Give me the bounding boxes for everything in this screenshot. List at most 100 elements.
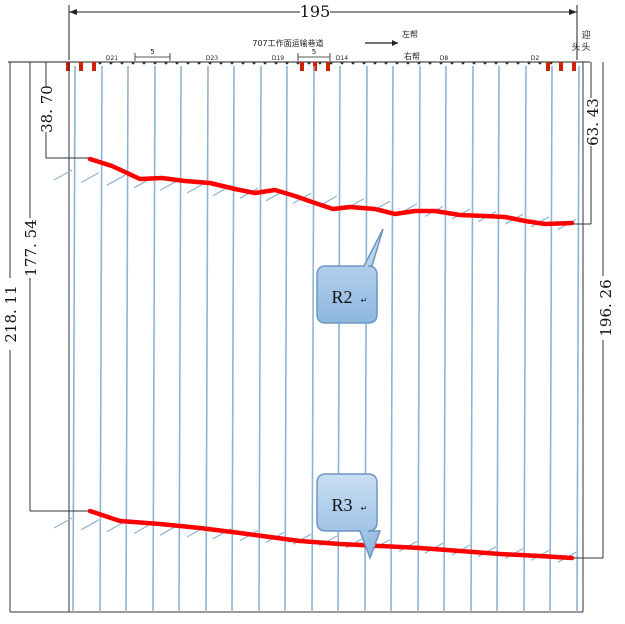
- header-dot: [549, 61, 553, 65]
- header-dot: [241, 61, 245, 65]
- end-label-3: 头: [581, 42, 590, 53]
- callout-r2-mark: ↵: [361, 296, 368, 305]
- dimension-r2-end-label: 63. 43: [584, 98, 602, 146]
- borehole: [53, 65, 76, 613]
- dimension-r3-end-label: 196. 26: [597, 279, 615, 336]
- borehole: [371, 65, 394, 613]
- dimension-r3-start-label: 177. 54: [22, 219, 40, 276]
- header-dot: [153, 61, 157, 65]
- spacing-mark: 5: [134, 48, 171, 61]
- dimension-outer-left: 218. 11: [2, 62, 69, 613]
- header-dot: [131, 61, 135, 65]
- spacing-label: 5: [312, 48, 316, 56]
- header-dot: [263, 61, 267, 65]
- header-dot: [472, 61, 476, 65]
- header-dot: [373, 61, 377, 65]
- header-dot: [450, 61, 454, 65]
- header-dot: [483, 61, 487, 65]
- header-dot: [461, 61, 465, 65]
- red-marker: [572, 62, 576, 71]
- header-dot: [417, 61, 421, 65]
- line-r2: [87, 156, 575, 227]
- borehole: [106, 65, 129, 613]
- header-dot: [307, 61, 311, 65]
- left-side-label: 左帮: [402, 29, 418, 39]
- header-dot: [175, 61, 179, 65]
- red-marker: [300, 62, 304, 71]
- red-marker: [559, 62, 563, 71]
- header-dot: [384, 61, 388, 65]
- drill-labels: D21 D23 D19 D14 D8 D2: [106, 55, 540, 62]
- end-label: 头: [571, 42, 580, 53]
- borehole: [398, 65, 421, 613]
- red-marker: [79, 62, 83, 71]
- header-dot: [494, 61, 498, 65]
- drill-label: D23: [206, 55, 218, 62]
- header-dot: [164, 61, 168, 65]
- borehole: [451, 65, 474, 613]
- header-dot: [428, 61, 432, 65]
- line-r3: [87, 508, 575, 561]
- header-dot: [296, 61, 300, 65]
- callout-r3-mark: ↵: [361, 504, 368, 513]
- spacing-mark: 5: [297, 48, 331, 61]
- borehole: [133, 65, 156, 613]
- header-dot: [406, 61, 410, 65]
- boreholes: [53, 65, 580, 613]
- header-dot: [395, 61, 399, 65]
- header-dot: [98, 61, 102, 65]
- header-dot: [329, 61, 333, 65]
- header-dot: [516, 61, 520, 65]
- borehole: [477, 65, 500, 613]
- header-dot: [362, 61, 366, 65]
- dimension-r3-start: 177. 54: [22, 62, 90, 512]
- borehole: [239, 65, 262, 613]
- drill-label: D14: [336, 55, 348, 62]
- header-dot: [439, 61, 443, 65]
- airway-title: 707工作面运输巷道: [252, 38, 323, 48]
- header-dot: [120, 61, 124, 65]
- header-dot: [340, 61, 344, 65]
- header-dot: [527, 61, 531, 65]
- borehole: [159, 65, 182, 613]
- drill-label: D21: [106, 55, 118, 62]
- header-dot: [197, 61, 201, 65]
- drill-label: D19: [272, 55, 284, 62]
- callout-r2-label: R2: [331, 287, 352, 307]
- drill-label: D8: [440, 55, 449, 62]
- borehole: [80, 65, 103, 613]
- borehole: [530, 65, 553, 613]
- header-dot: [285, 61, 289, 65]
- drill-label: D2: [531, 55, 540, 62]
- header-dot: [219, 61, 223, 65]
- callout-r3: R3 ↵: [316, 473, 382, 561]
- callout-r2: R2 ↵: [316, 228, 384, 324]
- header-dot: [274, 61, 278, 65]
- callout-r3-label: R3: [331, 495, 352, 515]
- header-dot: [230, 61, 234, 65]
- borehole: [424, 65, 447, 613]
- red-marker: [326, 62, 330, 71]
- red-marker: [92, 62, 96, 71]
- header-dot: [351, 61, 355, 65]
- red-marker: [313, 62, 317, 71]
- borehole-dot-row: [98, 61, 553, 65]
- top-dimension: 195: [68, 2, 578, 60]
- top-dimension-label: 195: [300, 2, 331, 21]
- header-dot: [109, 61, 113, 65]
- header-dot: [318, 61, 322, 65]
- red-marker: [546, 62, 550, 71]
- header-dot: [208, 61, 212, 65]
- borehole: [557, 65, 580, 613]
- dimension-r3-end: 196. 26: [572, 62, 615, 559]
- header-dot: [186, 61, 190, 65]
- dimension-r2-end: 63. 43: [572, 62, 602, 225]
- header-dot: [252, 61, 256, 65]
- borehole: [265, 65, 288, 613]
- dimension-outer-left-label: 218. 11: [2, 285, 20, 342]
- header-dot: [505, 61, 509, 65]
- red-marker: [66, 62, 70, 71]
- dimension-r2-start: 38. 70: [38, 62, 90, 159]
- dimension-r2-start-label: 38. 70: [38, 85, 56, 133]
